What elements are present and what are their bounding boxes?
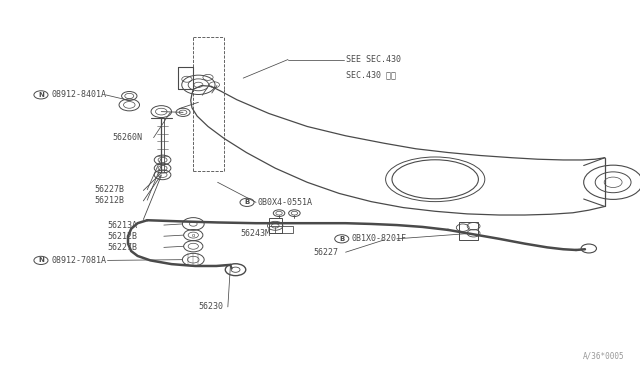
Text: 08912-7081A: 08912-7081A xyxy=(51,256,106,265)
Bar xyxy=(459,222,478,240)
Text: 0B0X4-0551A: 0B0X4-0551A xyxy=(257,198,312,207)
Text: B: B xyxy=(339,236,344,242)
Text: 56230: 56230 xyxy=(198,302,223,311)
Bar xyxy=(269,226,293,232)
Text: 08912-8401A: 08912-8401A xyxy=(51,90,106,99)
Text: 56227: 56227 xyxy=(314,248,339,257)
Text: A/36*0005: A/36*0005 xyxy=(582,352,624,361)
Text: 56243M: 56243M xyxy=(240,229,270,238)
Text: SEE SEC.430: SEE SEC.430 xyxy=(346,55,401,64)
Text: 56213A: 56213A xyxy=(108,221,138,230)
Text: B: B xyxy=(244,199,250,205)
Text: N: N xyxy=(38,92,44,98)
Text: 56227B: 56227B xyxy=(108,243,138,252)
Text: 56227B: 56227B xyxy=(95,185,125,194)
Text: SEC.430 参照: SEC.430 参照 xyxy=(346,70,396,79)
Text: N: N xyxy=(38,257,44,263)
Text: o: o xyxy=(191,232,195,238)
Text: 56212B: 56212B xyxy=(108,232,138,241)
Bar xyxy=(269,218,282,232)
Text: 56212B: 56212B xyxy=(95,196,125,205)
Text: 56260N: 56260N xyxy=(112,133,142,142)
Text: 0B1X0-8201F: 0B1X0-8201F xyxy=(352,234,407,243)
